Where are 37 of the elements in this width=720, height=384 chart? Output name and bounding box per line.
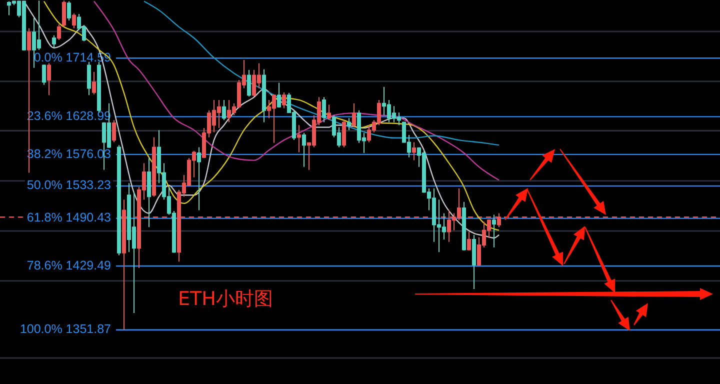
candlestick	[42, 64, 46, 86]
candlestick	[297, 124, 301, 153]
candlestick	[352, 102, 356, 128]
candlestick	[277, 82, 281, 108]
candlestick	[112, 120, 116, 143]
candlestick	[472, 234, 476, 290]
candlestick	[57, 24, 61, 40]
candlestick	[262, 68, 266, 123]
candlestick	[327, 104, 331, 121]
candlestick	[97, 61, 101, 113]
candlestick	[467, 231, 471, 252]
candlestick	[67, 0, 71, 21]
candlestick	[62, 0, 66, 28]
candlestick	[302, 132, 306, 168]
ref-line-label: 61.8% 1490.43	[26, 210, 112, 225]
candlestick	[322, 96, 326, 123]
candlestick	[72, 12, 76, 29]
candlestick	[462, 201, 466, 252]
candlestick	[152, 136, 156, 198]
annotation: ETH小时图	[178, 288, 273, 310]
candlestick	[282, 92, 286, 109]
candlestick	[222, 99, 226, 121]
ref-line-label: 50.0% 1533.23	[26, 178, 112, 192]
candlestick	[47, 62, 51, 96]
ref-line-label: 78.6% 1429.49	[26, 258, 112, 272]
candlestick	[147, 156, 151, 228]
candlestick	[52, 34, 56, 48]
candlestick	[87, 61, 91, 96]
candlestick	[92, 71, 96, 95]
candlestick	[492, 214, 496, 248]
candlestick	[342, 120, 346, 148]
candlestick	[412, 142, 416, 161]
candlestick	[347, 118, 351, 131]
candlestick	[117, 144, 121, 256]
ref-line-label: 100.0% 1351.87	[20, 322, 112, 336]
candlestick	[247, 69, 251, 97]
candlestick	[197, 146, 201, 211]
